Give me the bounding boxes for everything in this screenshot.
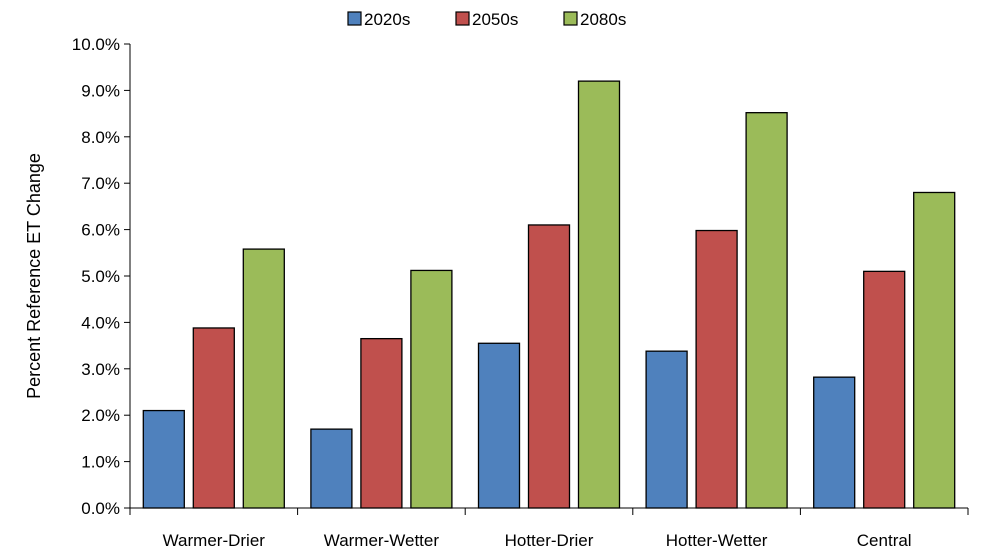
- bar-2050s-central: [863, 270, 906, 509]
- bar-2080s-central: [913, 191, 956, 509]
- bar-2050s-hotter-wetter: [695, 229, 738, 509]
- y-tick-label: 2.0%: [81, 406, 120, 425]
- x-tick-label: Hotter-Wetter: [666, 531, 768, 550]
- y-axis: 0.0% 1.0% 2.0% 3.0% 4.0% 5.0% 6.0% 7.0% 8.0% 9.0%…: [72, 35, 131, 518]
- bar-2080s-warmer-wetter: [410, 269, 453, 509]
- bar-2020s-hotter-drier: [477, 342, 521, 509]
- y-axis-title: Percent Reference ET Change: [24, 153, 44, 399]
- legend-swatch-2050s: [455, 11, 470, 26]
- legend-swatch-2080s: [563, 11, 578, 26]
- y-tick-label: 5.0%: [81, 267, 120, 286]
- x-tick-label: Hotter-Drier: [505, 531, 594, 550]
- legend-label-2080s: 2080s: [580, 10, 626, 29]
- bar-2020s-central: [813, 376, 856, 509]
- bar-2020s-warmer-drier: [142, 409, 185, 509]
- bar-2050s-hotter-drier: [527, 224, 571, 509]
- x-axis: Warmer-Drier Warmer-Wetter Hotter-Drier Hot…: [129, 507, 969, 550]
- legend: 2020s 2050s 2080s: [347, 10, 626, 29]
- legend-swatch-2020s: [347, 11, 362, 26]
- bar-2080s-hotter-drier: [577, 80, 621, 509]
- bars: [142, 80, 956, 509]
- bar-2050s-warmer-wetter: [360, 337, 403, 509]
- bar-2080s-hotter-wetter: [745, 112, 788, 509]
- y-tick-label: 10.0%: [72, 35, 120, 54]
- bar-2080s-warmer-drier: [242, 248, 285, 509]
- x-tick-label: Warmer-Drier: [163, 531, 266, 550]
- y-tick-label: 4.0%: [81, 313, 120, 332]
- y-tick-label: 7.0%: [81, 174, 120, 193]
- bar-2050s-warmer-drier: [192, 327, 235, 509]
- y-tick-label: 9.0%: [81, 81, 120, 100]
- y-tick-label: 8.0%: [81, 128, 120, 147]
- x-tick-label: Central: [857, 531, 912, 550]
- y-tick-label: 0.0%: [81, 499, 120, 518]
- y-tick-label: 6.0%: [81, 221, 120, 240]
- bar-2020s-warmer-wetter: [310, 428, 353, 509]
- bar-2020s-hotter-wetter: [645, 350, 688, 509]
- y-tick-label: 1.0%: [81, 453, 120, 472]
- x-tick-label: Warmer-Wetter: [324, 531, 440, 550]
- y-tick-label: 3.0%: [81, 360, 120, 379]
- legend-label-2050s: 2050s: [472, 10, 518, 29]
- legend-label-2020s: 2020s: [364, 10, 410, 29]
